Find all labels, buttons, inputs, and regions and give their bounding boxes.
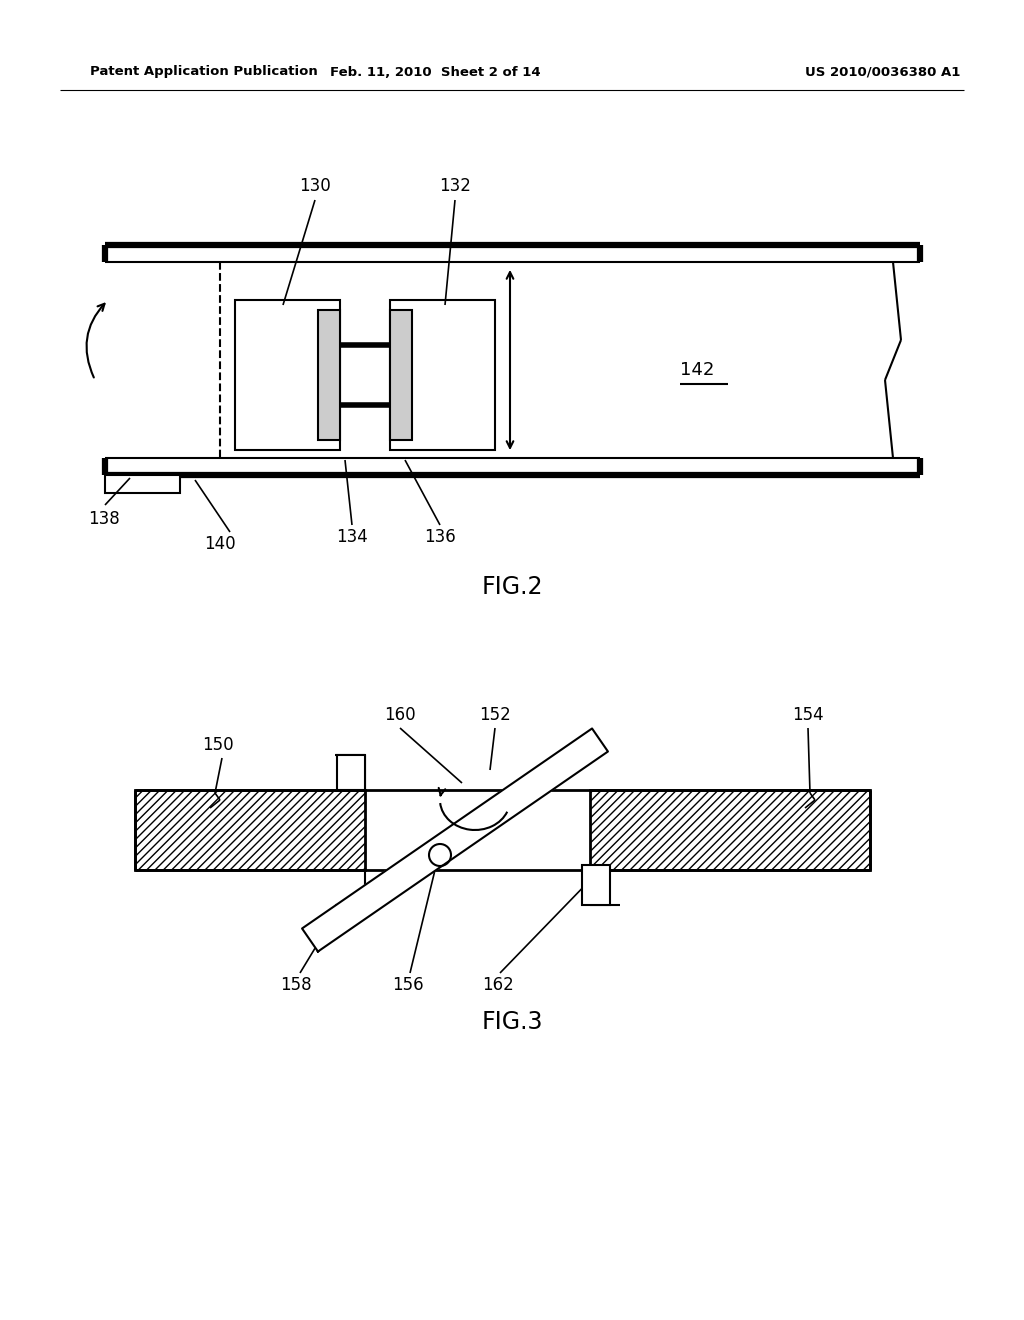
Text: 140: 140 xyxy=(204,535,236,553)
Text: 152: 152 xyxy=(479,706,511,723)
Text: FIG.3: FIG.3 xyxy=(481,1010,543,1034)
Bar xyxy=(135,789,365,870)
Text: 154: 154 xyxy=(793,706,824,723)
Bar xyxy=(105,475,180,492)
Bar xyxy=(318,310,340,440)
Text: 162: 162 xyxy=(482,975,514,994)
Text: 138: 138 xyxy=(88,510,120,528)
Polygon shape xyxy=(302,729,608,952)
Text: 136: 136 xyxy=(424,528,456,546)
Text: Patent Application Publication: Patent Application Publication xyxy=(90,66,317,78)
Text: 156: 156 xyxy=(392,975,424,994)
Bar xyxy=(337,755,365,789)
Bar xyxy=(390,310,412,440)
Text: FIG.2: FIG.2 xyxy=(481,576,543,599)
FancyArrowPatch shape xyxy=(86,304,104,378)
Bar xyxy=(390,300,495,450)
Text: 134: 134 xyxy=(336,528,368,546)
Bar xyxy=(590,789,870,870)
Text: 160: 160 xyxy=(384,706,416,723)
Text: 132: 132 xyxy=(439,177,471,195)
Text: 150: 150 xyxy=(202,737,233,754)
Text: 142: 142 xyxy=(680,360,715,379)
Text: 158: 158 xyxy=(281,975,312,994)
Text: Feb. 11, 2010  Sheet 2 of 14: Feb. 11, 2010 Sheet 2 of 14 xyxy=(330,66,541,78)
Text: 130: 130 xyxy=(299,177,331,195)
Bar xyxy=(582,865,610,906)
Bar xyxy=(234,300,340,450)
Text: US 2010/0036380 A1: US 2010/0036380 A1 xyxy=(805,66,961,78)
